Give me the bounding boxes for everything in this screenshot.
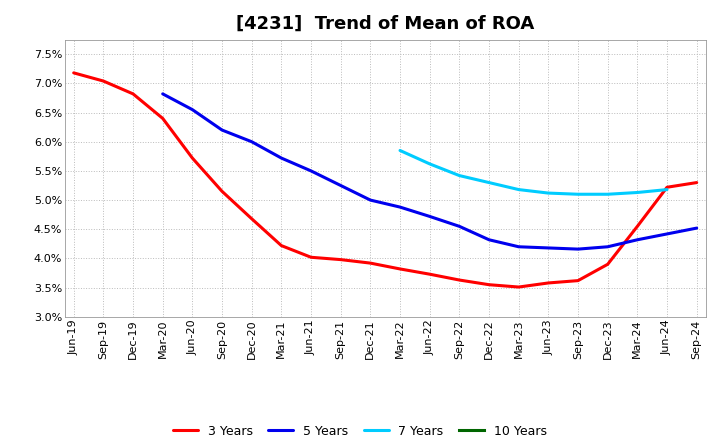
3 Years xyxy=(574,278,582,283)
3 Years xyxy=(248,216,256,221)
7 Years xyxy=(574,191,582,197)
5 Years xyxy=(307,168,315,173)
5 Years xyxy=(662,231,671,237)
5 Years xyxy=(336,183,345,188)
7 Years xyxy=(485,180,493,185)
Line: 3 Years: 3 Years xyxy=(73,73,697,287)
5 Years xyxy=(514,244,523,249)
7 Years xyxy=(396,148,405,153)
3 Years xyxy=(426,271,434,277)
Legend: 3 Years, 5 Years, 7 Years, 10 Years: 3 Years, 5 Years, 7 Years, 10 Years xyxy=(168,420,552,440)
7 Years xyxy=(633,190,642,195)
5 Years xyxy=(188,107,197,112)
3 Years xyxy=(662,185,671,190)
5 Years xyxy=(426,214,434,219)
3 Years xyxy=(396,266,405,271)
Line: 7 Years: 7 Years xyxy=(400,150,667,194)
5 Years xyxy=(574,246,582,252)
5 Years xyxy=(544,245,553,250)
5 Years xyxy=(485,237,493,242)
3 Years xyxy=(277,243,286,248)
5 Years xyxy=(633,237,642,242)
3 Years xyxy=(129,91,138,96)
3 Years xyxy=(455,277,464,282)
Title: [4231]  Trend of Mean of ROA: [4231] Trend of Mean of ROA xyxy=(236,15,534,33)
3 Years xyxy=(307,255,315,260)
5 Years xyxy=(366,198,374,203)
7 Years xyxy=(514,187,523,192)
3 Years xyxy=(99,78,108,84)
5 Years xyxy=(277,155,286,161)
3 Years xyxy=(633,224,642,229)
5 Years xyxy=(217,128,226,133)
5 Years xyxy=(455,224,464,229)
3 Years xyxy=(544,280,553,286)
7 Years xyxy=(603,191,612,197)
3 Years xyxy=(366,260,374,266)
3 Years xyxy=(158,116,167,121)
3 Years xyxy=(188,155,197,161)
3 Years xyxy=(69,70,78,76)
3 Years xyxy=(514,284,523,290)
3 Years xyxy=(603,262,612,267)
3 Years xyxy=(485,282,493,287)
5 Years xyxy=(603,244,612,249)
5 Years xyxy=(396,205,405,210)
5 Years xyxy=(158,91,167,96)
7 Years xyxy=(455,173,464,178)
7 Years xyxy=(662,187,671,192)
5 Years xyxy=(693,225,701,231)
3 Years xyxy=(693,180,701,185)
5 Years xyxy=(248,139,256,144)
7 Years xyxy=(544,191,553,196)
3 Years xyxy=(217,189,226,194)
3 Years xyxy=(336,257,345,262)
Line: 5 Years: 5 Years xyxy=(163,94,697,249)
7 Years xyxy=(426,161,434,167)
